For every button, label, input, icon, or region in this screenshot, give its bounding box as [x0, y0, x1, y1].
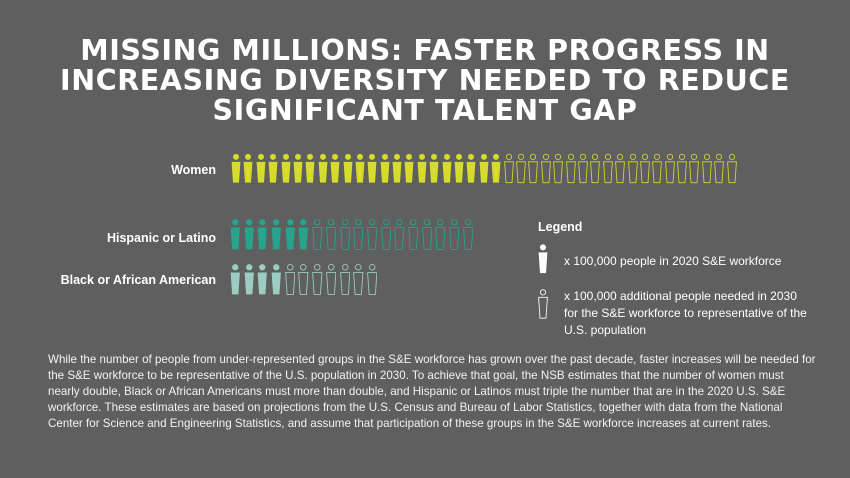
outline-person-icon [325, 219, 337, 250]
filled-person-icon [429, 153, 439, 183]
row-label-black: Black or African American [60, 273, 216, 287]
outline-person-icon [664, 153, 675, 184]
filled-person-icon [268, 153, 278, 183]
filled-person-icon [271, 219, 281, 250]
outline-person-icon [312, 219, 323, 250]
outline-person-icon [538, 289, 548, 319]
filled-person-icon [281, 153, 290, 183]
outline-person-icon [652, 153, 663, 184]
outline-person-icon [540, 153, 551, 184]
outline-person-icon [367, 264, 378, 295]
filled-person-icon [231, 153, 241, 183]
outline-person-icon [640, 153, 650, 184]
outline-person-icon [353, 264, 364, 295]
filled-person-icon [230, 264, 240, 295]
filled-person-icon [257, 264, 268, 295]
outline-person-icon [677, 153, 687, 184]
filled-person-icon [285, 219, 295, 250]
filled-person-icon [305, 153, 315, 183]
filled-person-icon [343, 153, 352, 183]
legend-item-filled: x 100,000 people in 2020 S&E workforce [538, 243, 781, 275]
title-line: SIGNIFICANT TALENT GAP [212, 94, 638, 127]
title-line: INCREASING DIVERSITY NEEDED TO REDUCE [60, 64, 790, 97]
outline-person-icon [339, 219, 350, 250]
outline-person-icon [462, 219, 474, 250]
outline-person-icon [590, 153, 601, 184]
filled-person-icon [467, 153, 476, 183]
filled-person-icon [392, 153, 402, 183]
outline-person-icon [394, 219, 405, 250]
outline-person-icon [689, 153, 700, 184]
legend-filled-text: x 100,000 people in 2020 S&E workforce [564, 254, 782, 268]
filled-person-icon [442, 153, 452, 183]
filled-person-icon [257, 219, 268, 250]
filled-person-icon [244, 219, 254, 250]
outline-person-icon [615, 153, 625, 184]
filled-person-icon [405, 153, 414, 183]
row-label-hispanic: Hispanic or Latino [106, 231, 216, 245]
outline-person-icon [380, 219, 391, 250]
row-label-women: Women [171, 163, 216, 177]
outline-person-icon [503, 153, 514, 184]
outline-person-icon [339, 264, 350, 295]
filled-person-icon [355, 153, 365, 183]
filled-person-icon [244, 264, 254, 295]
outline-person-icon [325, 264, 337, 295]
outline-person-icon [528, 153, 539, 184]
women-icons [231, 151, 739, 186]
outline-person-icon [553, 153, 564, 184]
outline-person-icon [565, 153, 576, 184]
outline-person-icon [284, 264, 296, 295]
outline-person-icon [538, 288, 548, 320]
outline-person-icon [714, 153, 725, 184]
filled-person-icon [293, 153, 303, 183]
filled-person-icon [299, 219, 309, 250]
legend-outline-text: x 100,000 additional people needed in 20… [564, 289, 807, 337]
filled-person-icon [538, 243, 548, 275]
outline-person-icon [367, 219, 378, 250]
filled-person-icon [479, 153, 489, 183]
outline-person-icon [408, 219, 419, 250]
legend: Legend x 100,000 people in 2020 S&E work… [538, 220, 808, 337]
filled-person-icon [491, 153, 501, 183]
hispanic-icons [230, 216, 476, 253]
filled-person-icon [256, 153, 266, 183]
outline-person-icon [516, 153, 526, 184]
filled-person-icon [417, 153, 427, 183]
filled-person-icon [271, 264, 281, 295]
filled-person-icon [230, 219, 240, 250]
page-title: MISSING MILLIONS: FASTER PROGRESS IN INC… [0, 36, 850, 126]
outline-person-icon [627, 153, 638, 184]
filled-person-icon [538, 244, 548, 274]
outline-person-icon [353, 219, 364, 250]
filled-person-icon [367, 153, 377, 183]
outline-person-icon [312, 264, 323, 295]
filled-person-icon [380, 153, 390, 183]
description-paragraph: While the number of people from under-re… [48, 353, 816, 430]
black-icons [230, 261, 381, 298]
title-line: MISSING MILLIONS: FASTER PROGRESS IN [80, 34, 770, 67]
outline-person-icon [421, 219, 432, 250]
outline-person-icon [298, 264, 309, 295]
outline-person-icon [578, 153, 588, 184]
filled-person-icon [318, 153, 328, 183]
filled-person-icon [454, 153, 464, 183]
outline-person-icon [602, 153, 613, 184]
outline-person-icon [449, 219, 460, 250]
legend-item-outline: x 100,000 additional people needed in 20… [538, 288, 807, 337]
legend-title: Legend [538, 220, 583, 234]
outline-person-icon [701, 153, 712, 184]
outline-person-icon [726, 153, 737, 184]
filled-person-icon [243, 153, 253, 183]
outline-person-icon [435, 219, 446, 250]
filled-person-icon [330, 153, 340, 183]
